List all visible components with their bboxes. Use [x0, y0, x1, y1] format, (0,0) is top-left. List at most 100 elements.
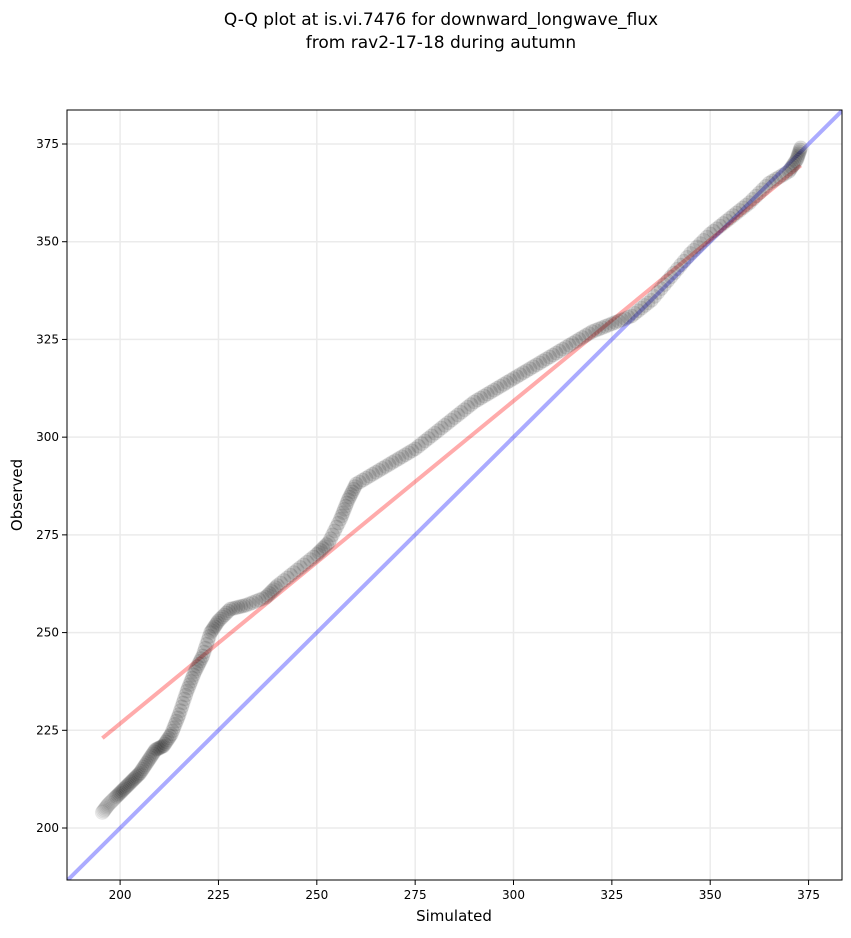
qq-point [506, 371, 522, 387]
qq-point [719, 213, 735, 229]
qq-point [106, 791, 122, 807]
qq-point [165, 723, 181, 739]
qq-point [235, 598, 251, 614]
qq-point [123, 774, 139, 790]
qq-point [186, 667, 202, 683]
qq-point [463, 397, 479, 413]
qq-point [443, 412, 459, 428]
qq-point [176, 691, 192, 707]
qq-point [228, 600, 244, 616]
qq-point [607, 314, 623, 330]
qq-point [102, 795, 118, 811]
qq-point [113, 784, 129, 800]
qq-point [532, 355, 548, 371]
qq-point [483, 384, 499, 400]
qq-point [692, 236, 708, 252]
qq-point [151, 740, 167, 756]
qq-point [371, 462, 387, 478]
qq-point [111, 786, 127, 802]
qq-point [522, 361, 538, 377]
qq-point [351, 474, 367, 490]
qq-point [264, 584, 280, 600]
qq-point [148, 742, 164, 758]
qq-point [233, 599, 249, 615]
qq-point [509, 369, 525, 385]
qq-point [116, 781, 132, 797]
qq-point [262, 585, 278, 601]
qq-point [258, 589, 274, 605]
plot-frame [66, 109, 843, 881]
qq-point [732, 202, 748, 218]
qq-point [489, 380, 505, 396]
qq-point [620, 309, 636, 325]
qq-point [793, 140, 809, 156]
qq-point [339, 495, 355, 511]
qq-point [200, 632, 216, 648]
qq-point [427, 425, 443, 441]
qq-point [158, 734, 174, 750]
qq-point [722, 210, 738, 226]
qq-point [128, 769, 144, 785]
qq-point [571, 331, 587, 347]
qq-point [117, 780, 133, 796]
qq-point [545, 347, 561, 363]
qq-point [132, 765, 148, 781]
qq-point [175, 695, 191, 711]
qq-point [184, 670, 200, 686]
qq-point [669, 261, 685, 277]
qq-point [348, 476, 364, 492]
qq-point [437, 417, 453, 433]
qq-point [587, 322, 603, 338]
qq-point [679, 249, 695, 265]
qq-point [447, 410, 462, 426]
chart-title-line1: Q-Q plot at is.vi.7476 for downward_long… [224, 10, 658, 30]
x-tick-label: 275 [404, 888, 427, 902]
y-tick-label: 375 [36, 137, 59, 151]
qq-point [591, 321, 607, 337]
qq-point [327, 523, 343, 539]
qq-point [183, 673, 199, 689]
qq-point [466, 394, 482, 410]
qq-point [180, 680, 196, 696]
qq-point [782, 161, 798, 177]
qq-point [145, 746, 161, 762]
qq-point [420, 430, 436, 446]
qq-point [309, 546, 325, 562]
qq-point [748, 188, 764, 204]
grid [67, 110, 842, 880]
qq-point [610, 313, 626, 329]
qq-point [103, 794, 119, 810]
qq-point [129, 768, 145, 784]
qq-point [486, 382, 502, 398]
qq-point [140, 754, 156, 770]
qq-point [725, 208, 741, 224]
qq-point [269, 578, 285, 594]
qq-point [660, 273, 676, 289]
qq-point [368, 464, 384, 480]
qq-point [653, 281, 669, 297]
qq-point [182, 677, 198, 693]
qq-point [166, 720, 182, 736]
qq-point [196, 644, 212, 660]
qq-point [306, 549, 322, 565]
qq-point [347, 479, 363, 495]
qq-point [203, 625, 219, 641]
qq-point [343, 486, 359, 502]
qq-point [172, 703, 188, 719]
qq-point [381, 457, 397, 473]
qq-point [292, 559, 308, 575]
qq-point [456, 402, 472, 418]
qq-point [317, 539, 333, 555]
qq-point [273, 575, 289, 591]
qq-point [528, 357, 544, 373]
qq-point [535, 353, 551, 369]
qq-point [476, 388, 492, 404]
qq-point [633, 300, 649, 316]
qq-point [296, 557, 312, 573]
qq-point [499, 374, 515, 390]
qq-point [650, 285, 666, 301]
qq-point [542, 349, 558, 365]
qq-point [266, 582, 282, 598]
qq-point [313, 543, 329, 559]
qq-point [742, 195, 758, 211]
